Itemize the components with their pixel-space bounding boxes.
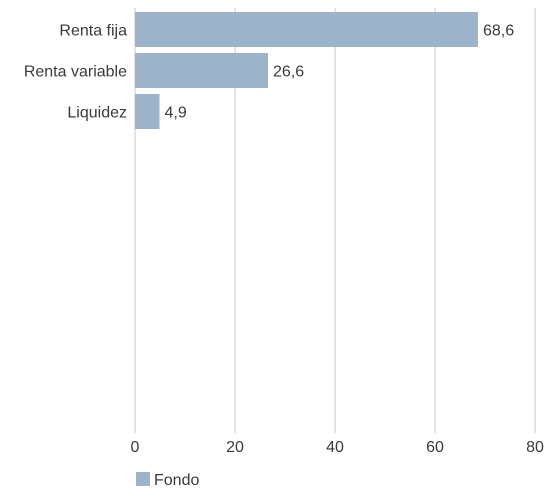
bar-liquidez — [135, 94, 160, 129]
data-labels: 68,6 26,6 4,9 — [165, 23, 515, 122]
legend-swatch-fondo — [136, 472, 150, 486]
x-tick-label-0: 0 — [131, 439, 140, 456]
category-label-renta-variable: Renta variable — [24, 64, 127, 81]
x-axis-ticks: 0 20 40 60 80 — [131, 439, 544, 456]
category-label-renta-fija: Renta fija — [59, 23, 127, 40]
x-tick-label-20: 20 — [226, 439, 244, 456]
category-labels: Renta fija Renta variable Liquidez — [24, 23, 127, 122]
data-label-renta-variable: 26,6 — [273, 64, 304, 81]
category-label-liquidez: Liquidez — [67, 105, 127, 122]
x-tick-label-80: 80 — [526, 439, 544, 456]
x-tick-label-40: 40 — [326, 439, 344, 456]
bar-renta-fija — [135, 12, 478, 47]
legend-label-fondo: Fondo — [154, 472, 199, 488]
legend: Fondo — [136, 472, 199, 488]
data-label-renta-fija: 68,6 — [483, 23, 514, 40]
bar-renta-variable — [135, 53, 268, 88]
bars-group — [135, 12, 478, 129]
x-tick-label-60: 60 — [426, 439, 444, 456]
data-label-liquidez: 4,9 — [165, 105, 187, 122]
